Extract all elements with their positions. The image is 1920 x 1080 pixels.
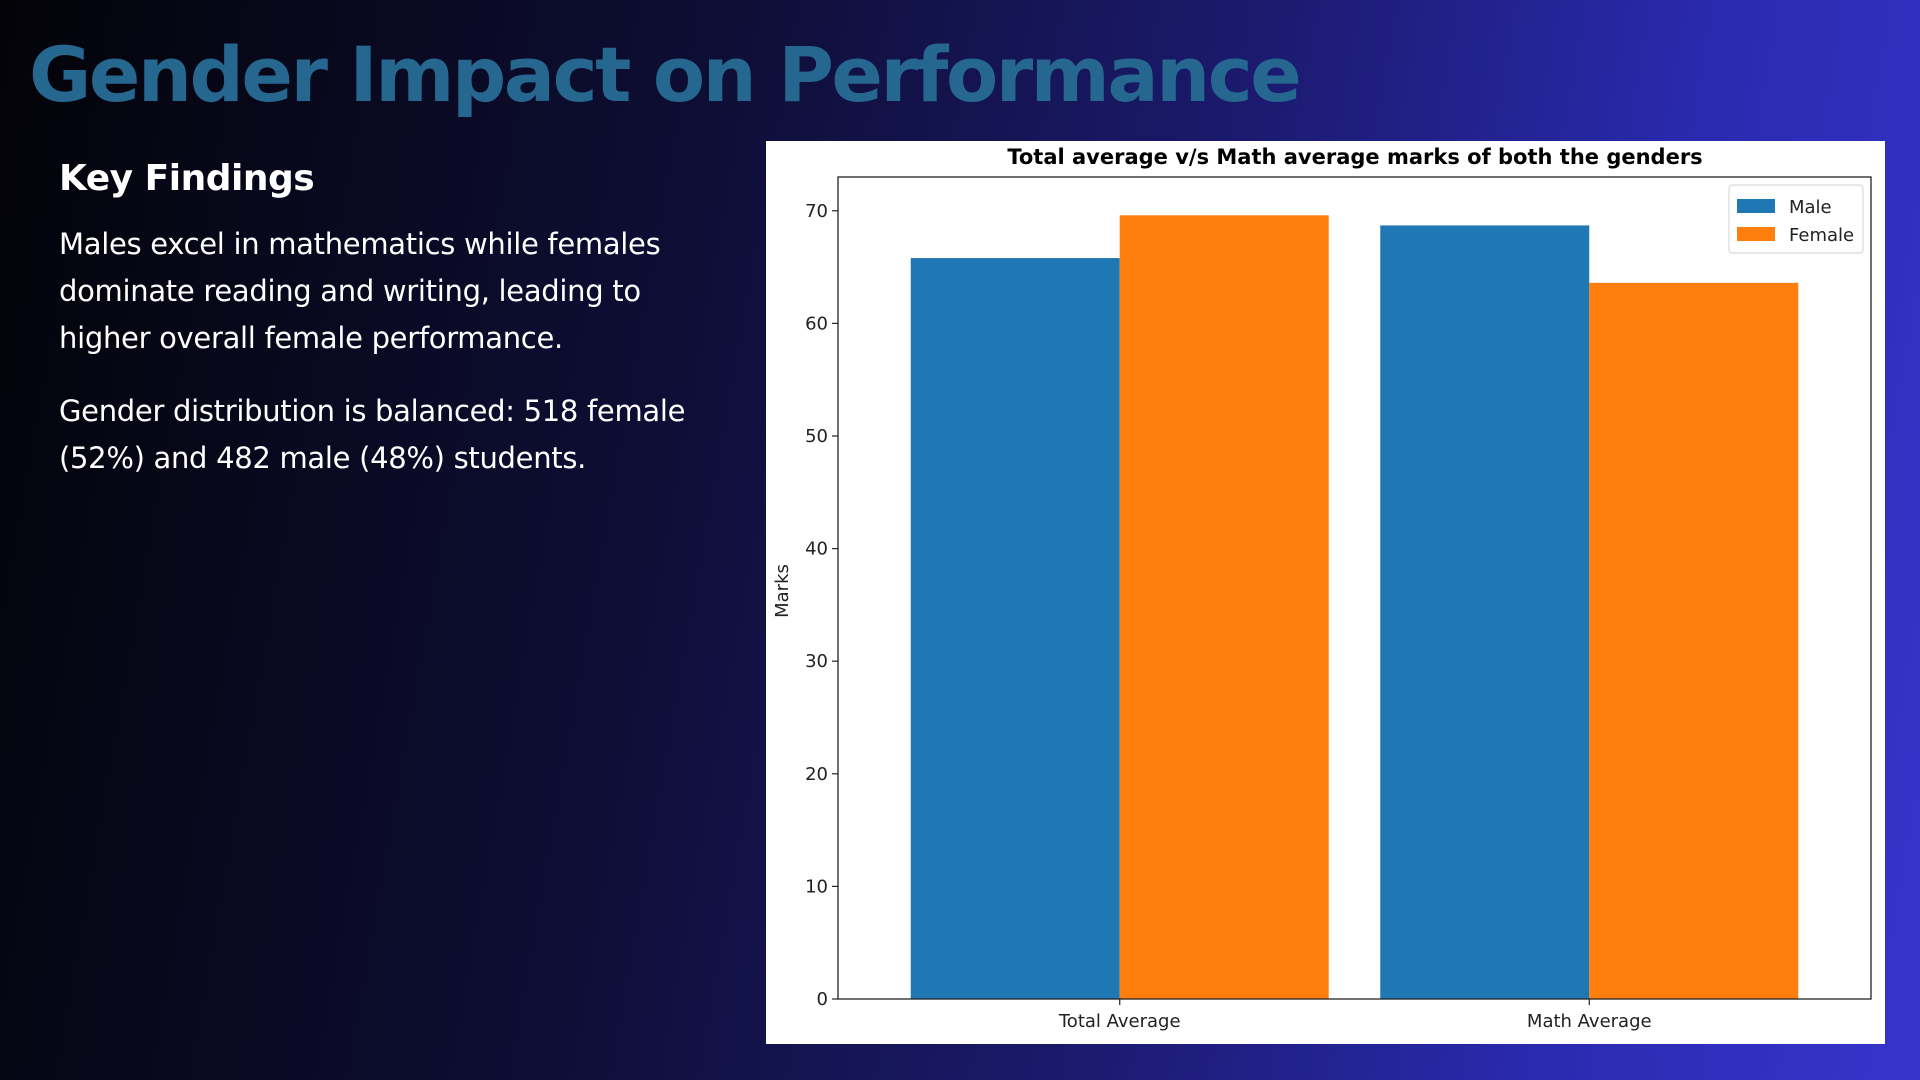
key-findings-heading: Key Findings	[59, 158, 315, 199]
plot-frame	[837, 176, 1872, 1000]
legend-swatch-male	[1737, 199, 1775, 213]
bar-male-total-average	[910, 258, 1120, 999]
axes-layer: Total Average Math Average 0 10 20 30 40 50 60 70	[805, 176, 1872, 1032]
bar-chart: Total average v/s Math average marks of …	[772, 145, 1872, 1032]
legend: Male Female	[1728, 184, 1864, 254]
key-findings-panel: Key Findings Males excel in mathematics …	[59, 158, 719, 508]
chart-title: Total average v/s Math average marks of …	[1007, 145, 1702, 169]
slide-title: Gender Impact on Performance	[29, 30, 1302, 119]
bar-male-math-average	[1380, 225, 1590, 999]
legend-label-female: Female	[1789, 225, 1854, 246]
bar-female-math-average	[1589, 282, 1799, 999]
x-tick-label: Total Average	[1058, 1011, 1181, 1032]
y-tick-label: 70	[805, 201, 828, 222]
legend-label-male: Male	[1789, 197, 1832, 218]
y-tick-label: 40	[805, 539, 828, 560]
findings-paragraph-distribution: Gender distribution is balanced: 518 fem…	[59, 394, 686, 475]
bars-layer	[910, 215, 1799, 1000]
y-tick-label: 60	[805, 313, 828, 334]
y-tick-label: 30	[805, 651, 828, 672]
y-tick-label: 0	[817, 989, 828, 1010]
y-axis-label: Marks	[772, 564, 793, 618]
findings-paragraph-performance: Males excel in mathematics while females…	[59, 227, 661, 355]
x-tick-label: Math Average	[1527, 1011, 1652, 1032]
y-tick-label: 10	[805, 876, 828, 897]
chart-panel: Total average v/s Math average marks of …	[766, 141, 1885, 1044]
y-tick-label: 20	[805, 764, 828, 785]
y-tick-label: 50	[805, 426, 828, 447]
legend-swatch-female	[1737, 227, 1775, 241]
bar-female-total-average	[1119, 215, 1329, 1000]
